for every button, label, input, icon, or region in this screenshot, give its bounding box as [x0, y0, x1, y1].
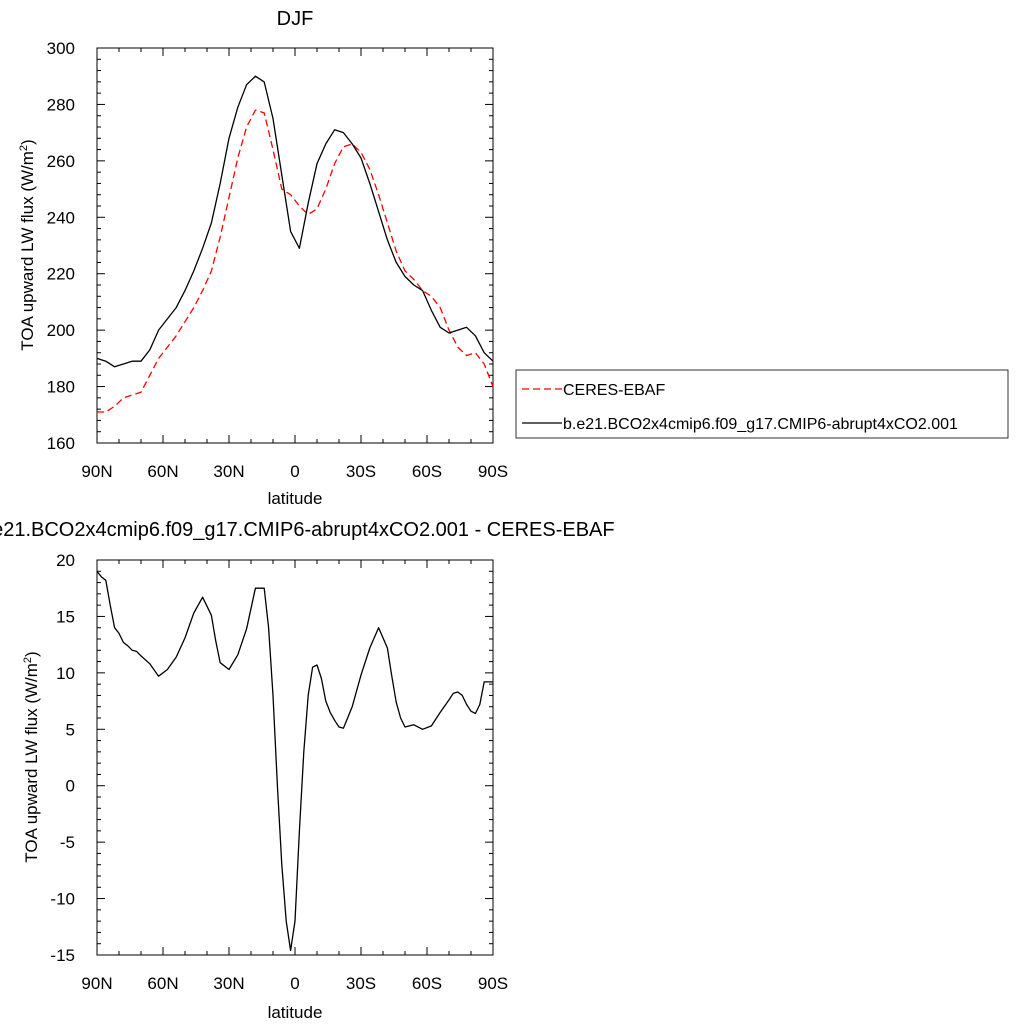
legend-box	[515, 369, 1009, 439]
bottom-y-tick-label: 0	[66, 777, 75, 796]
bottom-panel-y-axis-label-main: TOA upward LW flux (W/m	[22, 663, 41, 863]
bottom-y-tick-label: -10	[50, 890, 75, 909]
top-panel-y-tick-labels: 160 180 200 220 240 260 280 300	[47, 39, 75, 453]
legend: CERES-EBAF b.e21.BCO2x4cmip6.f09_g17.CMI…	[515, 369, 1009, 439]
bottom-series-line-0	[96, 570, 493, 952]
top-x-tick-label: 30S	[346, 462, 376, 481]
top-y-tick-label: 160	[47, 434, 75, 453]
top-y-tick-label: 280	[47, 95, 75, 114]
bottom-panel-x-axis-label: latitude	[268, 1003, 323, 1022]
bottom-y-tick-label: 15	[56, 607, 75, 626]
bottom-x-tick-label: 0	[290, 974, 299, 993]
top-x-tick-label: 30N	[213, 462, 244, 481]
bottom-panel-frame	[96, 559, 494, 956]
top-y-tick-label: 300	[47, 39, 75, 58]
top-series-line-1	[96, 75, 494, 368]
top-y-tick-label: 240	[47, 208, 75, 227]
top-y-tick-label: 200	[47, 321, 75, 340]
top-x-tick-label: 0	[290, 462, 299, 481]
bottom-panel-y-axis-label-end: )	[22, 651, 41, 657]
top-y-tick-label: 180	[47, 378, 75, 397]
top-x-tick-label: 60S	[412, 462, 442, 481]
bottom-x-tick-label: 30N	[213, 974, 244, 993]
top-panel-y-axis-label-main: TOA upward LW flux (W/m	[18, 151, 37, 351]
top-series-line-0	[97, 109, 494, 413]
top-panel-y-axis-label-end: )	[18, 139, 37, 145]
bottom-x-tick-label: 30S	[346, 974, 376, 993]
top-panel-ticks	[96, 47, 494, 444]
legend-model-label: b.e21.BCO2x4cmip6.f09_g17.CMIP6-abrupt4x…	[563, 416, 958, 433]
top-panel-x-tick-labels: 90N 60N 30N 0 30S 60S 90S	[81, 462, 508, 481]
bottom-panel-y-tick-labels: -15 -10 -5 0 5 10 15 20	[50, 551, 75, 965]
top-panel-y-axis-label: TOA upward LW flux (W/m2)	[18, 139, 37, 350]
bottom-panel-ticks	[96, 559, 494, 956]
bottom-panel-y-axis-label: TOA upward LW flux (W/m2)	[22, 651, 41, 862]
legend-ceres-ebaf-label: CERES-EBAF	[563, 382, 665, 399]
bottom-x-tick-label: 60N	[147, 974, 178, 993]
top-panel-y-axis-label-sup: 2	[18, 145, 30, 151]
bottom-panel: b.e21.BCO2x4cmip6.f09_g17.CMIP6-abrupt4x…	[0, 519, 615, 1022]
bottom-y-tick-label: -5	[60, 833, 75, 852]
bottom-panel-lines	[96, 570, 493, 952]
top-x-tick-label: 90S	[478, 462, 508, 481]
top-panel-title: DJF	[277, 8, 314, 30]
bottom-y-tick-label: 20	[56, 551, 75, 570]
top-panel-frame	[96, 47, 494, 444]
bottom-y-tick-label: -15	[50, 946, 75, 965]
bottom-x-tick-label: 90S	[478, 974, 508, 993]
bottom-y-tick-label: 5	[66, 720, 75, 739]
top-y-tick-label: 220	[47, 265, 75, 284]
bottom-y-tick-label: 10	[56, 664, 75, 683]
top-x-tick-label: 60N	[147, 462, 178, 481]
bottom-x-tick-label: 90N	[81, 974, 112, 993]
top-panel-lines	[96, 75, 494, 413]
bottom-x-tick-label: 60S	[412, 974, 442, 993]
top-x-tick-label: 90N	[81, 462, 112, 481]
top-panel-x-axis-label: latitude	[268, 489, 323, 508]
bottom-panel-x-tick-labels: 90N 60N 30N 0 30S 60S 90S	[81, 974, 508, 993]
top-y-tick-label: 260	[47, 152, 75, 171]
bottom-panel-y-axis-label-sup: 2	[22, 657, 34, 663]
bottom-panel-title: b.e21.BCO2x4cmip6.f09_g17.CMIP6-abrupt4x…	[0, 519, 615, 541]
top-panel: DJF 90N 60N 30N 0 30S 60S 90S 160 180 200 220 240 2…	[18, 8, 508, 508]
